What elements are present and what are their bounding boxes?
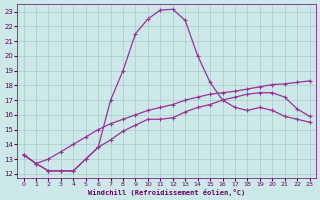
X-axis label: Windchill (Refroidissement éolien,°C): Windchill (Refroidissement éolien,°C): [88, 189, 245, 196]
